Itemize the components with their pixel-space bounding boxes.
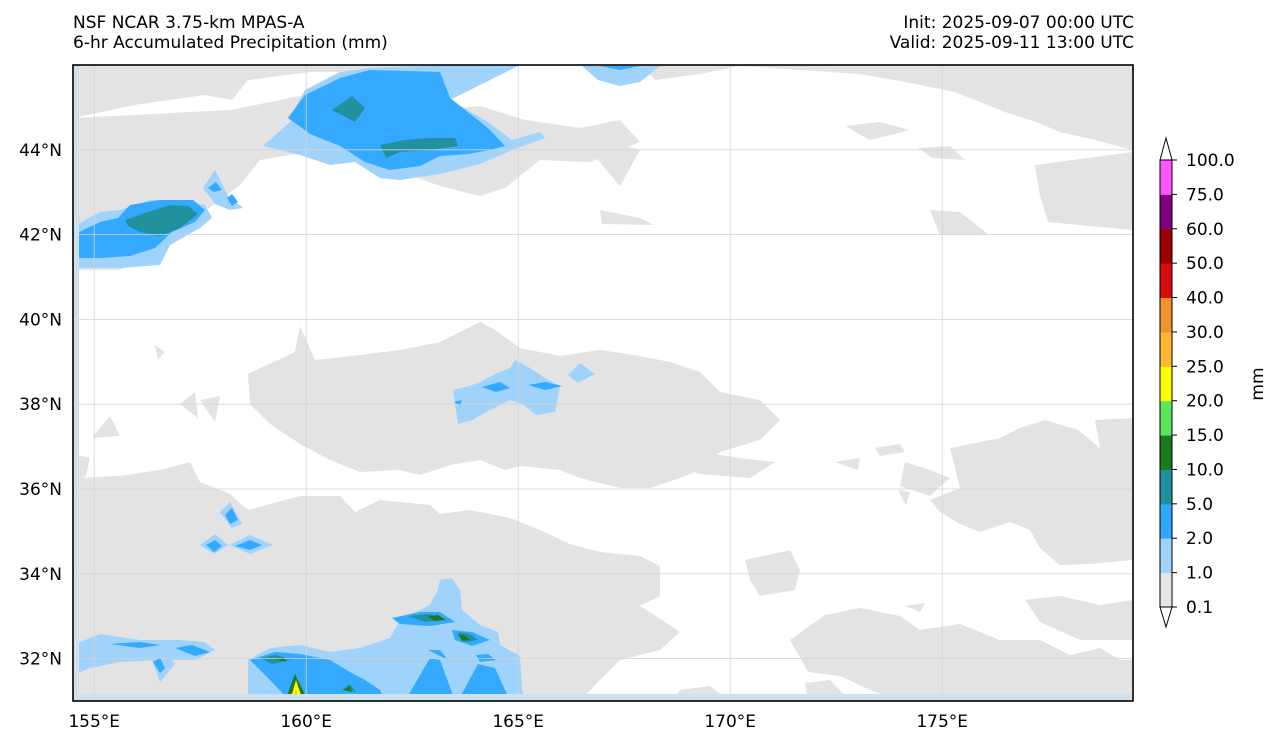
title-block: NSF NCAR 3.75-km MPAS-A 6-hr Accumulated…	[73, 13, 388, 53]
colorbar-over-extension	[1159, 136, 1173, 161]
colorbar-tick-label: 40.0	[1186, 289, 1224, 309]
boundary-strip	[73, 694, 1133, 701]
latitude-axis: 32°N 34°N 36°N 38°N 40°N 42°N 44°N	[19, 141, 62, 670]
latitude-tick-label: 40°N	[19, 310, 62, 330]
longitude-axis: 155°E 160°E 165°E 170°E 175°E	[68, 712, 968, 732]
colorbar-swatch	[1160, 503, 1172, 539]
latitude-tick-label: 44°N	[19, 141, 62, 161]
field-title: 6-hr Accumulated Precipitation (mm)	[73, 33, 388, 53]
colorbar-frame	[1159, 159, 1173, 608]
colorbar-swatch	[1160, 366, 1172, 402]
colorbar-tick-label: 15.0	[1186, 426, 1224, 446]
colorbar-swatch	[1160, 435, 1172, 470]
colorbar-tick-label: 25.0	[1186, 357, 1224, 377]
colorbar-swatch	[1160, 160, 1172, 195]
colorbar-swatch	[1160, 469, 1172, 505]
colorbar-tick-label: 2.0	[1186, 529, 1213, 549]
colorbar-swatch	[1160, 297, 1172, 333]
longitude-tick-label: 155°E	[68, 712, 120, 732]
colorbar-tick-label: 10.0	[1186, 460, 1224, 480]
colorbar-swatch	[1160, 572, 1172, 608]
longitude-tick-label: 175°E	[916, 712, 968, 732]
model-title: NSF NCAR 3.75-km MPAS-A	[73, 13, 305, 33]
latitude-tick-label: 32°N	[19, 650, 62, 670]
latitude-tick-label: 38°N	[19, 395, 62, 415]
valid-time: Valid: 2025-09-11 13:00 UTC	[889, 33, 1134, 53]
plot-frame	[72, 64, 1134, 702]
colorbar-swatch	[1160, 228, 1172, 264]
colorbar-tick-label: 0.1	[1186, 598, 1213, 618]
colorbar-swatch	[1160, 538, 1172, 574]
left-boundary-strip	[73, 65, 79, 701]
colorbar-tick-label: 1.0	[1186, 564, 1213, 584]
precip-contours	[73, 65, 1133, 701]
latitude-tick-label: 36°N	[19, 480, 62, 500]
init-time: Init: 2025-09-07 00:00 UTC	[903, 13, 1134, 33]
colorbar-under-extension	[1159, 606, 1173, 629]
latitude-tick-label: 34°N	[19, 565, 62, 585]
latitude-tick-label: 42°N	[19, 226, 62, 246]
longitude-tick-label: 170°E	[704, 712, 756, 732]
colorbar-tick-label: 60.0	[1186, 220, 1224, 240]
colorbar-tick-label: 100.0	[1186, 151, 1235, 171]
colorbar: 0.1 1.0 2.0 5.0 10.0 15.0 20.0 25.0 30.0 40.0 50.0…	[1159, 136, 1235, 629]
colorbar-tick-label: 20.0	[1186, 392, 1224, 412]
colorbar-tick-label: 50.0	[1186, 254, 1224, 274]
colorbar-tick-label: 5.0	[1186, 495, 1213, 515]
colorbar-tick-label: 75.0	[1186, 185, 1224, 205]
colorbar-swatch	[1160, 331, 1172, 367]
colorbar-tick-label: 30.0	[1186, 323, 1224, 343]
longitude-tick-label: 165°E	[492, 712, 544, 732]
heavy-precip-regions	[125, 96, 478, 692]
colorbar-label: mm	[1248, 367, 1268, 400]
colorbar-swatch	[1160, 263, 1172, 299]
time-block: Init: 2025-09-07 00:00 UTC Valid: 2025-0…	[890, 13, 1134, 53]
gridlines	[73, 65, 1133, 701]
longitude-tick-label: 160°E	[280, 712, 332, 732]
colorbar-swatch	[1160, 400, 1172, 436]
colorbar-swatch	[1160, 194, 1172, 230]
